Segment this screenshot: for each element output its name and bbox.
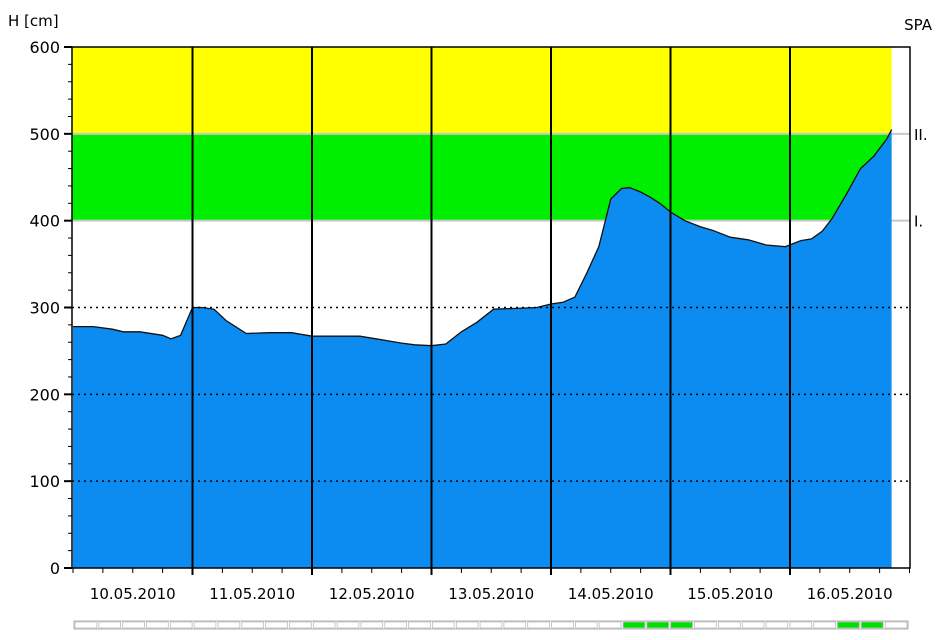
- status-segment: [98, 621, 122, 629]
- status-segment: [193, 621, 217, 629]
- status-segment: [408, 621, 431, 629]
- status-strip: [73, 620, 909, 630]
- status-segment: [527, 621, 550, 629]
- status-segment: [431, 621, 455, 629]
- status-segment: [217, 621, 241, 629]
- x-tick-label: 12.05.2010: [329, 585, 415, 603]
- status-segment: [598, 621, 622, 629]
- status-segment: [169, 621, 193, 629]
- status-segment: [718, 621, 741, 629]
- y-tick-label: 100: [29, 472, 60, 491]
- status-segment: [694, 621, 717, 629]
- x-tick-label: 16.05.2010: [807, 585, 893, 603]
- y-tick-label: 600: [29, 38, 60, 57]
- status-segment: [455, 621, 479, 629]
- status-segment: [884, 621, 908, 629]
- x-tick-label: 13.05.2010: [448, 585, 534, 603]
- status-segment: [575, 621, 598, 629]
- status-segment: [122, 621, 145, 629]
- status-segment: [74, 621, 98, 629]
- status-segment-green: [646, 621, 670, 629]
- status-segment-green: [837, 621, 860, 629]
- x-tick-label: 11.05.2010: [209, 585, 295, 603]
- x-tick-label: 14.05.2010: [568, 585, 654, 603]
- status-segment: [336, 621, 360, 629]
- grid-lines: [72, 306, 910, 482]
- x-tick-label: 15.05.2010: [687, 585, 773, 603]
- band-I: [72, 133, 892, 221]
- status-segment: [765, 621, 789, 629]
- x-tick-label: 10.05.2010: [90, 585, 176, 603]
- status-segment: [265, 621, 288, 629]
- status-segment: [289, 621, 312, 629]
- status-segment: [312, 621, 336, 629]
- status-segment-green: [622, 621, 646, 629]
- y-tick-label: 200: [29, 385, 60, 404]
- status-segment-green: [860, 621, 884, 629]
- threshold-label: II.: [914, 126, 928, 144]
- threshold-labels: II. I.: [914, 126, 928, 231]
- x-axis: 10.05.2010 11.05.2010 12.05.2010 13.05.2010…: [72, 568, 910, 603]
- threshold-bands: [72, 47, 910, 222]
- threshold-label: I.: [914, 213, 923, 231]
- y-tick-label: 0: [50, 559, 60, 578]
- status-segment: [241, 621, 265, 629]
- y-tick-label: 300: [29, 299, 60, 318]
- status-segment: [360, 621, 384, 629]
- status-segment: [813, 621, 836, 629]
- status-segment: [479, 621, 503, 629]
- water-level-fill: [73, 129, 892, 568]
- y-tick-label: 500: [29, 125, 60, 144]
- y-tick-label: 400: [29, 212, 60, 231]
- y-axis-title: H [cm]: [8, 12, 59, 30]
- status-segment: [551, 621, 574, 629]
- status-segment-green: [670, 621, 693, 629]
- status-segment: [503, 621, 527, 629]
- chart-title: SPA: [904, 16, 933, 34]
- status-segment: [741, 621, 765, 629]
- status-segment: [146, 621, 169, 629]
- band-II: [72, 47, 892, 134]
- status-segment: [384, 621, 407, 629]
- y-axis: 0 100 200 300 400 500 600: [29, 38, 72, 578]
- status-segment: [789, 621, 813, 629]
- day-separators: [191, 47, 791, 575]
